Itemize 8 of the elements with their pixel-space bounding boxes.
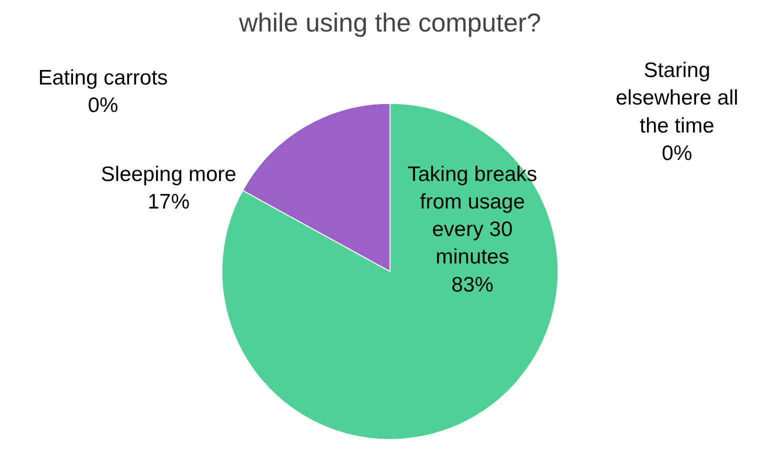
slice-label: Sleeping more [100,163,236,186]
category-label: Eating carrots [38,66,168,90]
data-label: 83% [451,273,494,296]
data-label: 17% [148,190,190,214]
category-label: Staring elsewhere all the time [616,59,738,138]
text: 0% [88,94,118,117]
text: 0% [662,142,692,165]
chart-title: while using the computer? [238,8,542,38]
